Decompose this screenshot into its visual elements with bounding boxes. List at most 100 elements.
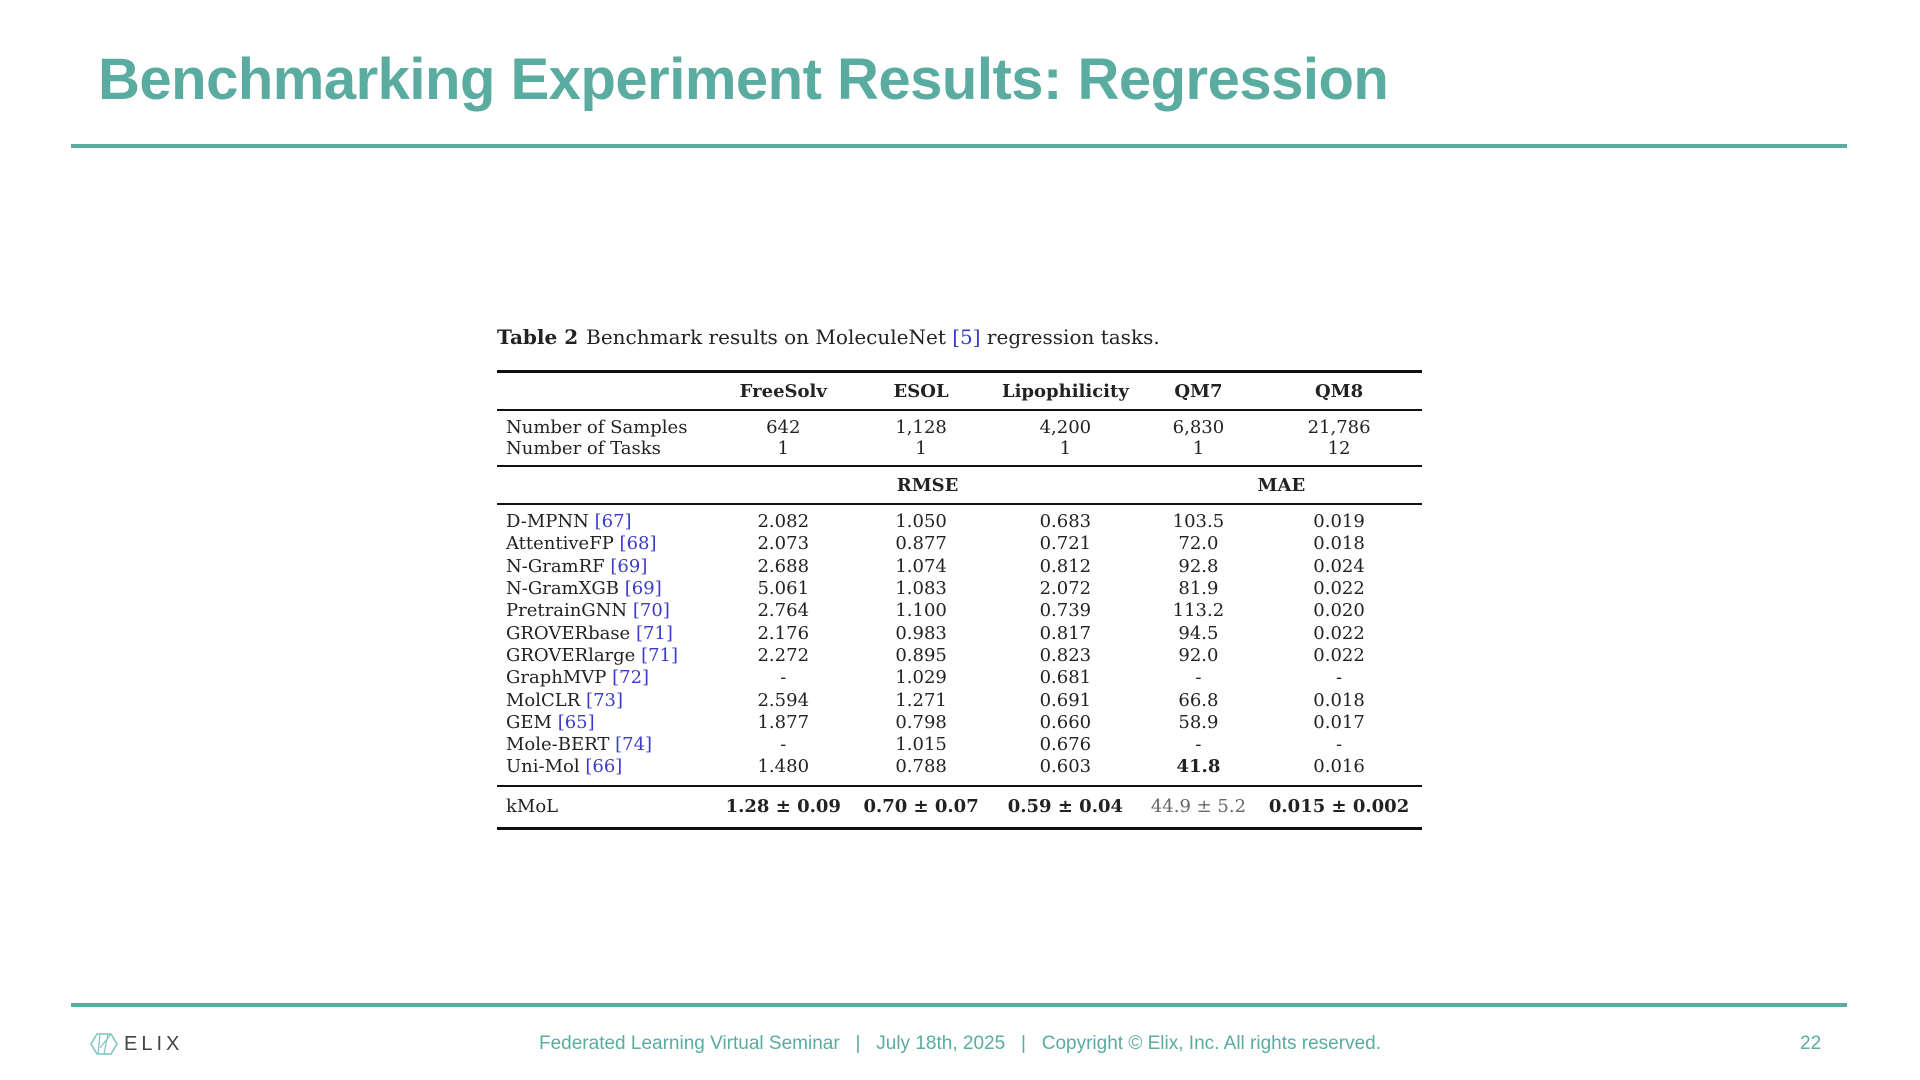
model-name: N-GramRF — [506, 555, 605, 577]
column-header: QM7 — [1174, 380, 1223, 402]
model-ref-link[interactable]: [72] — [612, 667, 650, 689]
table-row: Uni-Mol [66] 1.480 0.788 0.603 41.8 0.016 — [497, 756, 1422, 785]
model-ref-link[interactable]: [71] — [641, 644, 679, 666]
result-cell: 113.2 — [1172, 600, 1225, 622]
model-name-cell: Uni-Mol [66] — [497, 756, 714, 785]
model-ref-link[interactable]: [74] — [615, 734, 653, 756]
result-cell: 0.022 — [1313, 578, 1365, 600]
result-cell: 0.017 — [1313, 711, 1365, 733]
result-cell: - — [1195, 734, 1202, 756]
result-cell: 2.176 — [757, 622, 810, 644]
metric-mae: MAE — [1257, 474, 1306, 496]
result-cell: 0.691 — [1039, 689, 1092, 711]
model-name-cell: MolCLR [73] — [497, 689, 714, 711]
result-cell: 2.272 — [757, 644, 810, 666]
model-ref-link[interactable]: [68] — [619, 533, 657, 555]
result-cell: - — [1336, 667, 1343, 689]
column-header: ESOL — [893, 380, 949, 402]
footer-divider — [71, 1003, 1847, 1007]
caption-text: Benchmark results on MoleculeNet — [586, 325, 953, 349]
result-cell: 0.812 — [1039, 555, 1092, 577]
stats-cell: 1 — [1059, 438, 1072, 459]
stats-cell: 1 — [1192, 438, 1205, 459]
model-name: PretrainGNN — [506, 600, 628, 622]
result-cell: 0.019 — [1313, 511, 1365, 533]
stats-cell: 1 — [915, 438, 927, 459]
result-cell: 94.5 — [1178, 622, 1219, 644]
stats-label: Number of Samples — [506, 417, 688, 438]
title-divider — [71, 144, 1847, 148]
kmol-cell: 1.28 ± 0.09 — [725, 796, 841, 818]
result-cell: 0.817 — [1039, 622, 1092, 644]
table-row: GROVERlarge [71] 2.272 0.895 0.823 92.0 0.022 — [497, 645, 1422, 667]
result-cell: 1.100 — [895, 600, 947, 622]
model-ref-link[interactable]: [66] — [585, 756, 623, 778]
model-name-cell: D-MPNN [67] — [497, 504, 714, 533]
results-table-figure: Table 2 Benchmark results on MoleculeNet … — [497, 321, 1422, 830]
model-results: D-MPNN [67] 2.082 1.050 0.683 103.5 0.019 Atte… — [497, 504, 1422, 786]
result-cell: 0.788 — [895, 756, 947, 778]
result-cell: 0.018 — [1313, 533, 1365, 555]
result-cell: 0.721 — [1039, 533, 1092, 555]
results-table: FreeSolv ESOL Lipophilicity QM7 QM8 Number o… — [497, 370, 1422, 830]
kmol-label: kMoL — [506, 796, 559, 818]
model-name-cell: Mole-BERT [74] — [497, 734, 714, 756]
table-row: Mole-BERT [74] - 1.015 0.676 - - — [497, 734, 1422, 756]
model-name: Uni-Mol — [506, 756, 580, 778]
result-cell: 41.8 — [1176, 756, 1221, 778]
model-ref-link[interactable]: [69] — [624, 578, 662, 600]
caption-ref: [5] — [952, 325, 981, 349]
stats-cell: 642 — [766, 417, 801, 438]
model-name-cell: GEM [65] — [497, 712, 714, 734]
column-header: QM8 — [1314, 380, 1364, 402]
model-name: Mole-BERT — [506, 734, 610, 756]
model-ref-link[interactable]: [67] — [594, 511, 632, 533]
result-cell: 1.877 — [757, 711, 810, 733]
model-ref-link[interactable]: [73] — [586, 689, 623, 711]
result-cell: 2.073 — [757, 533, 810, 555]
model-name-cell: GROVERbase [71] — [497, 622, 714, 644]
model-ref-link[interactable]: [65] — [557, 711, 595, 733]
page-number: 22 — [1800, 1033, 1822, 1054]
result-cell: 1.050 — [895, 511, 947, 533]
column-header: FreeSolv — [739, 380, 827, 402]
result-cell: 1.480 — [757, 756, 810, 778]
table-row: D-MPNN [67] 2.082 1.050 0.683 103.5 0.019 — [497, 504, 1422, 533]
result-cell: - — [1195, 667, 1202, 689]
result-cell: 1.083 — [895, 578, 947, 600]
model-name-cell: PretrainGNN [70] — [497, 600, 714, 622]
dataset-stats: Number of Samples 642 1,128 4,200 6,830 21,78… — [497, 410, 1422, 466]
table-row: MolCLR [73] 2.594 1.271 0.691 66.8 0.018 — [497, 689, 1422, 711]
result-cell: 2.072 — [1039, 578, 1092, 600]
result-cell: 0.016 — [1313, 756, 1365, 778]
model-name: GEM — [506, 711, 552, 733]
table-row: N-GramRF [69] 2.688 1.074 0.812 92.8 0.024 — [497, 556, 1422, 578]
result-cell: 0.603 — [1039, 756, 1092, 778]
model-name-cell: GraphMVP [72] — [497, 667, 714, 689]
model-name: D-MPNN — [506, 511, 589, 533]
result-cell: 0.681 — [1039, 667, 1092, 689]
stats-cell: 6,830 — [1172, 417, 1225, 438]
model-ref-link[interactable]: [69] — [610, 555, 648, 577]
model-name: N-GramXGB — [506, 578, 620, 600]
stats-label: Number of Tasks — [506, 438, 661, 459]
model-name-cell: N-GramXGB [69] — [497, 578, 714, 600]
stats-row: Number of Tasks 1 1 1 1 12 — [497, 438, 1422, 466]
kmol-cell: 44.9 ± 5.2 — [1150, 796, 1247, 818]
result-cell: 0.739 — [1039, 600, 1092, 622]
result-cell: 66.8 — [1178, 689, 1219, 711]
result-cell: 0.823 — [1039, 644, 1092, 666]
model-name: GROVERlarge — [506, 644, 636, 666]
model-name-cell: AttentiveFP [68] — [497, 533, 714, 555]
stats-cell: 12 — [1327, 438, 1351, 459]
result-cell: 58.9 — [1178, 711, 1219, 733]
model-ref-link[interactable]: [70] — [632, 600, 670, 622]
elix-logo: ELIX — [90, 1032, 183, 1056]
model-name-cell: GROVERlarge [71] — [497, 645, 714, 667]
model-ref-link[interactable]: [71] — [635, 622, 673, 644]
model-name: GROVERbase — [506, 622, 631, 644]
table-header-row: FreeSolv ESOL Lipophilicity QM7 QM8 — [497, 371, 1422, 411]
caption-text-end: regression tasks. — [980, 325, 1160, 349]
result-cell: 2.688 — [757, 555, 810, 577]
kmol-row: kMoL 1.28 ± 0.09 0.70 ± 0.07 0.59 ± 0.04 44.… — [497, 786, 1422, 829]
